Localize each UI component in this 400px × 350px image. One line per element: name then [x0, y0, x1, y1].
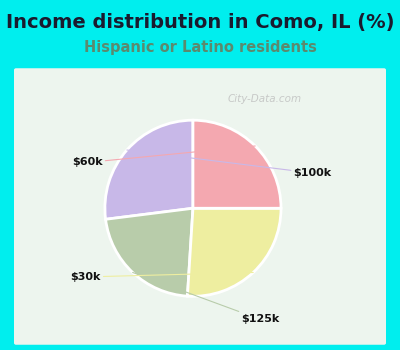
Text: Income distribution in Como, IL (%): Income distribution in Como, IL (%)	[6, 13, 394, 32]
Text: City-Data.com: City-Data.com	[227, 94, 301, 104]
Text: $60k: $60k	[72, 146, 255, 167]
Wedge shape	[188, 208, 281, 296]
Wedge shape	[105, 120, 193, 219]
Wedge shape	[106, 208, 193, 296]
Text: $125k: $125k	[133, 272, 279, 324]
Wedge shape	[193, 120, 281, 208]
Text: Hispanic or Latino residents: Hispanic or Latino residents	[84, 40, 316, 55]
Text: $100k: $100k	[127, 150, 332, 178]
Text: $30k: $30k	[70, 272, 253, 282]
